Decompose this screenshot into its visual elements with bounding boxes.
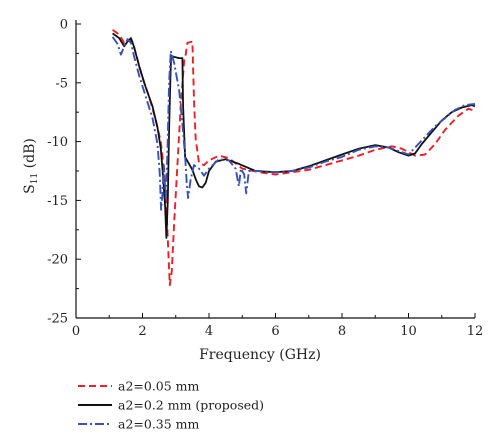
y-tick-label: -10 xyxy=(47,135,68,150)
legend-label-2: a2=0.2 mm (proposed) xyxy=(118,398,264,413)
y-axis-title-main: S xyxy=(22,184,38,194)
legend-label-3: a2=0.35 mm xyxy=(118,417,200,432)
x-axis: 0 2 4 6 8 10 12 xyxy=(72,313,483,339)
series-line-1 xyxy=(112,29,476,287)
x-tick-label: 10 xyxy=(400,324,417,339)
y-axis: 0 -5 -10 -15 -20 -25 xyxy=(47,18,81,327)
x-tick-label: 0 xyxy=(72,324,80,339)
y-tick-label: 0 xyxy=(60,18,68,33)
legend: a2=0.05 mm a2=0.2 mm (proposed) a2=0.35 mm xyxy=(78,379,264,432)
y-tick-label: -20 xyxy=(47,253,68,268)
x-axis-title: Frequency (GHz) xyxy=(199,347,321,363)
legend-label-1: a2=0.05 mm xyxy=(118,379,200,394)
y-tick-label: -5 xyxy=(55,76,68,91)
x-tick-label: 4 xyxy=(205,324,213,339)
series-line-3 xyxy=(111,36,476,211)
y-axis-title-subscript: 11 xyxy=(30,173,40,184)
x-tick-label: 8 xyxy=(338,324,346,339)
y-tick-label: -15 xyxy=(47,194,68,209)
y-axis-title-unit: (dB) xyxy=(22,138,38,173)
x-tick-label: 2 xyxy=(138,324,146,339)
series-line-2 xyxy=(112,32,476,239)
plot-area xyxy=(111,29,476,287)
y-tick-label: -25 xyxy=(47,312,68,327)
x-tick-label: 12 xyxy=(467,324,484,339)
x-tick-label: 6 xyxy=(271,324,279,339)
y-axis-title: S11 (dB) xyxy=(22,138,40,194)
